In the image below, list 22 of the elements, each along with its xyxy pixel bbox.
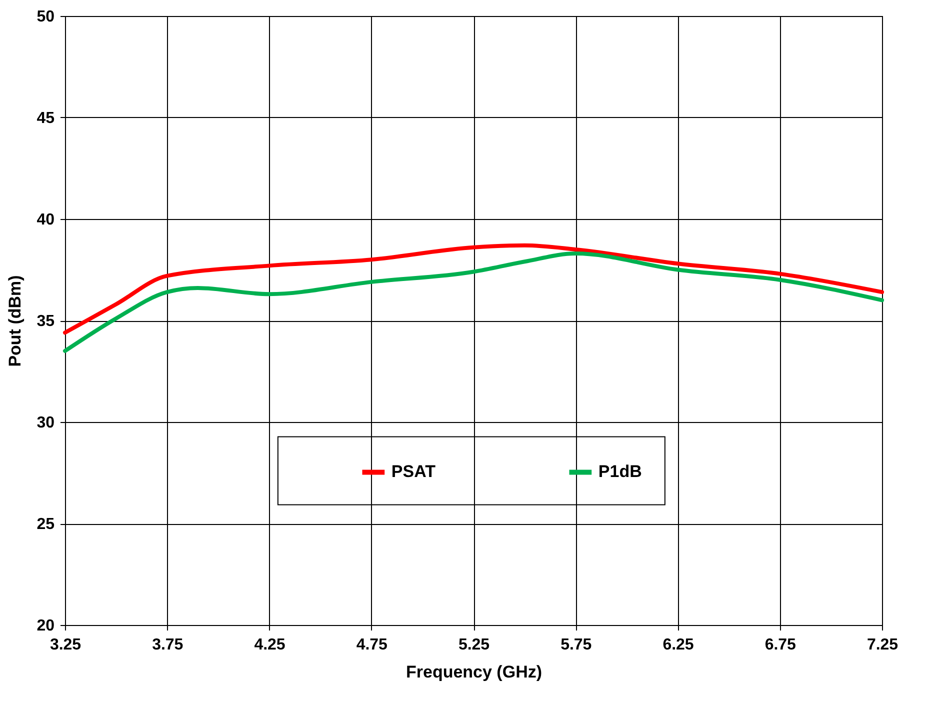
y-tick-label: 35: [36, 313, 55, 330]
y-tick-label: 20: [36, 618, 55, 634]
x-tick-label: 4.75: [356, 636, 388, 654]
x-tick-label: 3.75: [152, 636, 184, 654]
y-tick-label: 45: [36, 110, 55, 127]
line-series: [63, 243, 884, 335]
y-tick-label: 30: [36, 414, 55, 432]
x-axis-title: Frequency (GHz): [406, 662, 542, 682]
line-series: [63, 252, 884, 353]
y-tick-label: 50: [36, 8, 55, 26]
x-tick-label: 6.75: [764, 636, 796, 654]
legend-label: P1dB: [598, 462, 642, 482]
x-tick-label: 6.25: [662, 636, 694, 654]
x-tick-label: 3.25: [50, 636, 82, 654]
x-tick-label: 5.75: [560, 636, 592, 654]
x-tick-label: 4.25: [254, 636, 286, 654]
y-axis-title: Pout (dBm): [6, 275, 25, 367]
legend-label: PSAT: [391, 462, 436, 482]
x-tick-label: 5.25: [458, 636, 490, 654]
x-tick-label: 7.25: [866, 636, 898, 654]
y-tick-label: 40: [36, 212, 55, 228]
y-tick-label: 25: [36, 516, 55, 533]
